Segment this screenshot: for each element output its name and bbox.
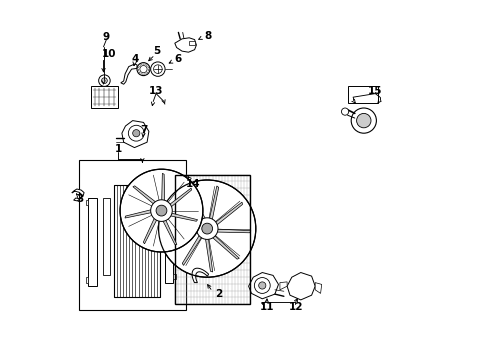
Polygon shape [280, 282, 287, 290]
Circle shape [140, 66, 147, 73]
Bar [175, 175, 250, 304]
Polygon shape [122, 121, 149, 148]
Text: 1: 1 [115, 144, 122, 154]
Polygon shape [182, 232, 204, 265]
Polygon shape [213, 229, 251, 233]
Circle shape [133, 130, 140, 137]
Text: 12: 12 [289, 302, 303, 312]
Circle shape [156, 205, 167, 216]
Text: 9: 9 [103, 32, 110, 42]
Bar [189, 41, 195, 45]
Polygon shape [209, 186, 219, 224]
Bar [165, 220, 173, 283]
Text: 10: 10 [102, 49, 117, 59]
Polygon shape [161, 216, 177, 244]
Circle shape [196, 218, 218, 239]
Circle shape [137, 63, 150, 76]
Circle shape [128, 125, 144, 141]
Polygon shape [287, 273, 315, 300]
Polygon shape [205, 235, 213, 272]
Polygon shape [167, 188, 192, 210]
Polygon shape [133, 186, 159, 206]
Bar [91, 86, 118, 108]
Circle shape [351, 108, 376, 133]
Bar [88, 198, 98, 286]
Circle shape [151, 200, 172, 221]
Text: 7: 7 [141, 125, 148, 135]
Bar [114, 185, 160, 297]
Text: 6: 6 [175, 54, 182, 64]
Circle shape [120, 169, 203, 252]
Polygon shape [166, 212, 197, 221]
Bar [173, 274, 176, 279]
Circle shape [254, 278, 270, 293]
Text: 4: 4 [131, 54, 139, 64]
Text: 14: 14 [186, 179, 200, 189]
Bar [79, 160, 186, 310]
Circle shape [202, 223, 213, 234]
Circle shape [342, 108, 349, 115]
Circle shape [101, 78, 107, 84]
Polygon shape [315, 283, 321, 293]
Text: 8: 8 [205, 31, 212, 41]
Polygon shape [187, 190, 207, 223]
Text: 15: 15 [368, 86, 383, 96]
Bar [86, 200, 88, 205]
Polygon shape [166, 227, 201, 242]
Bar [173, 221, 176, 227]
Polygon shape [125, 209, 155, 218]
Bar [86, 277, 88, 283]
Circle shape [259, 282, 266, 289]
Text: 5: 5 [153, 46, 160, 56]
Polygon shape [167, 210, 203, 226]
Polygon shape [175, 38, 196, 52]
Text: 11: 11 [259, 302, 274, 312]
Polygon shape [72, 189, 84, 201]
Circle shape [159, 180, 256, 277]
Polygon shape [121, 64, 137, 84]
Text: 13: 13 [149, 86, 163, 96]
Circle shape [98, 75, 110, 86]
Polygon shape [212, 202, 243, 228]
Polygon shape [162, 174, 165, 205]
Bar [103, 198, 110, 275]
Text: 3: 3 [76, 194, 84, 204]
Polygon shape [192, 268, 209, 283]
Bar [347, 86, 378, 103]
Circle shape [153, 65, 162, 73]
Circle shape [151, 62, 165, 76]
Circle shape [357, 113, 371, 128]
Polygon shape [143, 214, 159, 244]
Polygon shape [248, 273, 278, 299]
Text: 2: 2 [216, 289, 222, 300]
Polygon shape [209, 233, 239, 259]
